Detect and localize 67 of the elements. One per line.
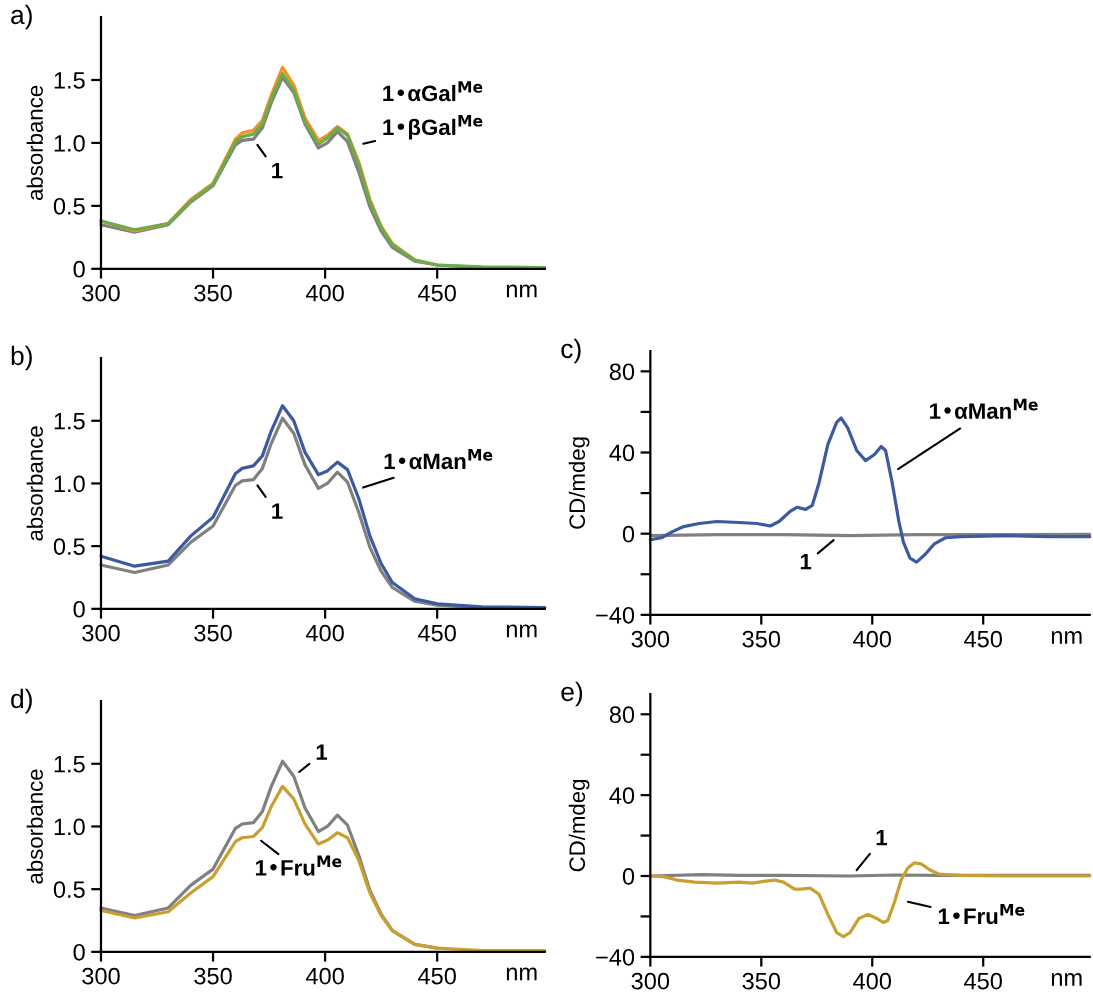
x-tick-label: 300 [82, 284, 120, 302]
annotation: 1 [316, 744, 328, 760]
x-tick-label: 450 [964, 972, 1002, 990]
x-axis-title: nm [506, 284, 537, 298]
x-tick-label: 400 [853, 972, 892, 990]
x-tick-label: 350 [742, 972, 781, 990]
y-tick-label: 80 [609, 363, 635, 381]
y-tick-label: 1.0 [54, 818, 85, 836]
chart-title: e) [561, 681, 583, 707]
chart-title: a) [11, 4, 32, 30]
y-axis-title: absorbance [26, 769, 43, 884]
x-tick-label: 350 [194, 284, 232, 302]
annotation: 1 [876, 829, 887, 846]
annotation: 1 [272, 503, 283, 519]
y-axis-title: CD/mdeg [568, 779, 590, 872]
x-tick-label: 350 [194, 624, 232, 642]
x-axis-title: nm [506, 624, 537, 638]
x-tick-label: 450 [964, 630, 1002, 648]
x-tick-label: 300 [82, 624, 120, 642]
y-tick-label: 1.5 [54, 413, 85, 430]
x-tick-label: 450 [418, 624, 456, 642]
chart-title: c) [561, 338, 581, 364]
annotation: 1 [800, 553, 812, 570]
x-tick-label: 300 [82, 967, 120, 985]
x-axis-title: nm [1051, 631, 1082, 644]
annotation: 1•αMan$^{Me}$ [384, 449, 493, 470]
x-tick-label: 350 [742, 630, 781, 648]
y-tick-label: 0.5 [53, 881, 85, 898]
x-axis-title: nm [506, 967, 537, 981]
x-tick-label: 400 [853, 630, 892, 648]
y-tick-label: 1.0 [54, 475, 85, 493]
y-tick-label: 1.5 [54, 756, 85, 773]
x-tick-label: 350 [194, 967, 232, 985]
y-tick-label: 0 [622, 868, 635, 885]
annotation: 1•Fru$^{Me}$ [938, 904, 1025, 925]
x-tick-label: 400 [305, 967, 344, 985]
annotation: 1 [272, 162, 283, 179]
y-tick-label: −40 [596, 606, 635, 624]
y-axis-title: absorbance [26, 426, 43, 541]
line-series [648, 861, 1092, 939]
x-tick-label: 400 [305, 284, 344, 302]
annotation: 1•βGal$^{Me}$ [383, 115, 483, 140]
annotation: 1•Fru$^{Me}$ [255, 855, 342, 876]
y-tick-label: 0.5 [53, 197, 85, 215]
y-tick-label: 0 [73, 260, 85, 278]
x-tick-label: 400 [305, 624, 344, 642]
x-tick-label: 300 [631, 630, 670, 648]
annotation: 1•αMan$^{Me}$ [930, 398, 1038, 419]
chart-title: b) [11, 345, 32, 371]
x-tick-label: 450 [418, 967, 456, 985]
y-tick-label: 0.5 [53, 538, 85, 555]
y-tick-label: 1.0 [54, 135, 85, 152]
x-tick-label: 450 [418, 284, 456, 302]
annotation: 1•αGal$^{Me}$ [383, 81, 483, 102]
y-tick-label: 1.5 [54, 72, 85, 89]
x-axis-title: nm [1051, 973, 1082, 986]
y-tick-label: 40 [609, 444, 635, 462]
y-axis-title: CD/mdeg [568, 437, 590, 529]
y-axis-title: absorbance [26, 85, 43, 201]
chart-title: d) [11, 688, 32, 714]
y-tick-label: 40 [609, 787, 635, 804]
x-tick-label: 300 [631, 972, 670, 990]
y-tick-label: 80 [609, 706, 635, 724]
y-tick-label: 0 [73, 600, 85, 618]
y-tick-label: −40 [596, 948, 635, 966]
y-tick-label: 0 [73, 943, 85, 961]
y-tick-label: 0 [622, 525, 635, 543]
